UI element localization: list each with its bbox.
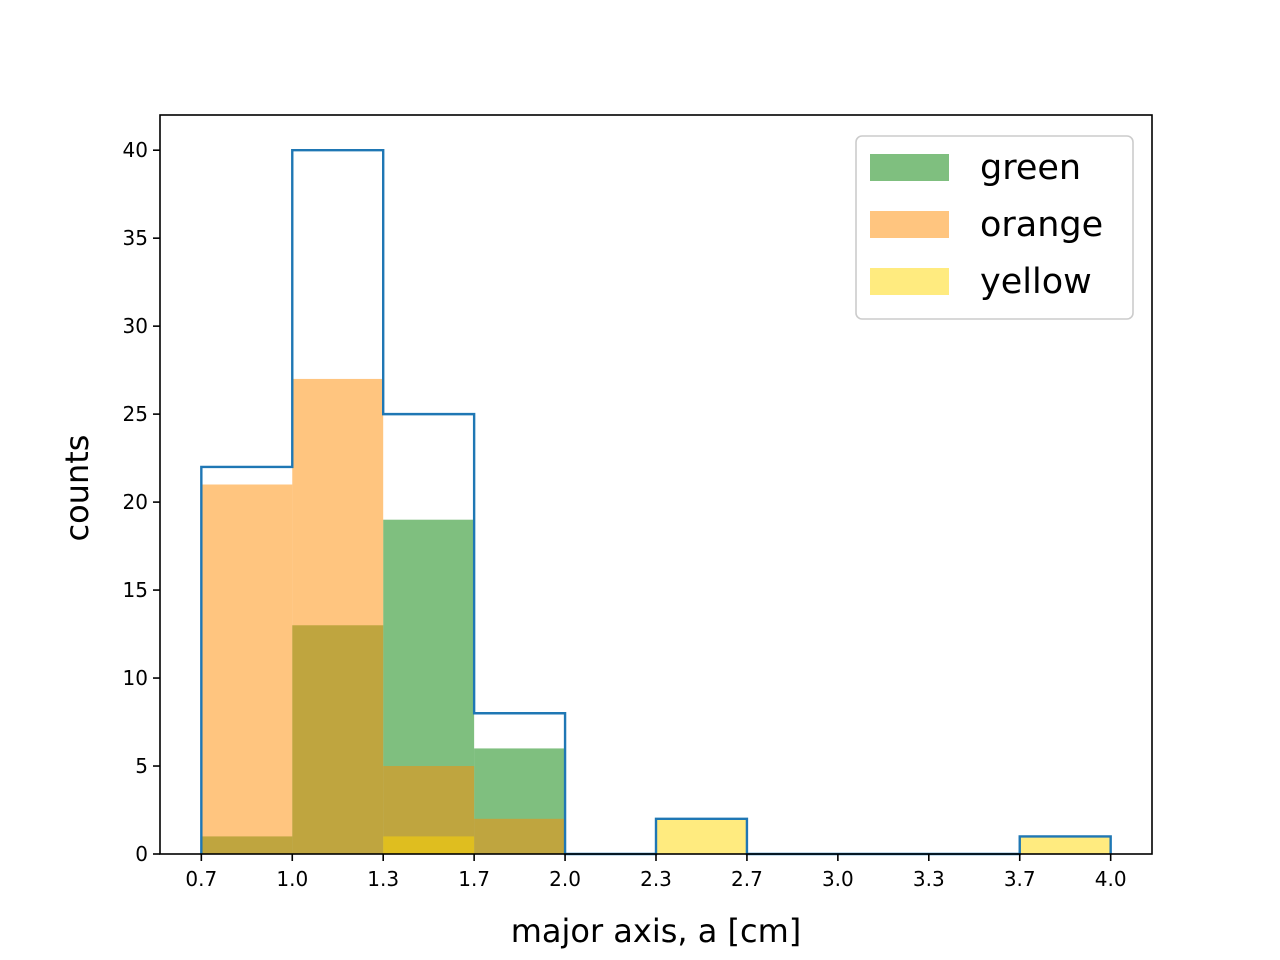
legend-label-orange: orange	[980, 205, 1103, 245]
y-axis-ticks: 0 5 10 15 20 25 30 35 40	[123, 138, 160, 866]
x-tick-label: 0.7	[185, 867, 217, 891]
legend-swatch-yellow	[870, 268, 949, 295]
y-axis-label: counts	[58, 435, 96, 542]
y-tick-label: 20	[123, 490, 148, 514]
x-tick-label: 1.0	[276, 867, 308, 891]
legend-swatch-green	[870, 154, 949, 181]
y-tick-label: 35	[123, 226, 148, 250]
x-tick-label: 3.3	[913, 867, 945, 891]
x-tick-label: 4.0	[1095, 867, 1127, 891]
bar-yellow-bin-2	[383, 836, 475, 854]
legend: green orange yellow	[855, 135, 1134, 320]
x-axis-label: major axis, a [cm]	[511, 912, 802, 950]
legend-swatch-orange	[870, 211, 949, 238]
legend-label-green: green	[980, 148, 1081, 188]
y-tick-label: 30	[123, 314, 148, 338]
bar-yellow-bin-5	[656, 818, 747, 854]
x-tick-label: 2.0	[549, 867, 581, 891]
bar-orange-bin-1	[292, 378, 384, 854]
x-tick-label: 2.7	[731, 867, 763, 891]
y-tick-label: 5	[135, 754, 148, 778]
y-tick-label: 25	[123, 402, 148, 426]
legend-label-yellow: yellow	[980, 262, 1092, 302]
x-tick-label: 1.3	[367, 867, 399, 891]
x-tick-label: 3.0	[822, 867, 854, 891]
x-tick-label: 2.3	[640, 867, 672, 891]
y-tick-label: 15	[123, 578, 148, 602]
x-tick-label: 1.7	[458, 867, 490, 891]
y-tick-label: 10	[123, 666, 148, 690]
y-tick-label: 0	[135, 842, 148, 866]
y-tick-label: 40	[123, 138, 148, 162]
x-axis-ticks: 0.7 1.0 1.3 1.7 2.0 2.3 2.7 3.0 3.3 3.7 4.0	[185, 854, 1127, 891]
bar-yellow-bin-9	[1019, 836, 1111, 854]
bar-orange-bin-0	[201, 484, 293, 854]
bar-orange-bin-3	[474, 818, 566, 854]
x-tick-label: 3.7	[1004, 867, 1036, 891]
bars-layer	[201, 378, 1111, 854]
